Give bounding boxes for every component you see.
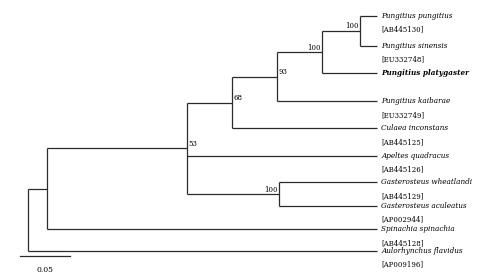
Text: Pungitius sinensis: Pungitius sinensis [381, 42, 448, 50]
Text: Spinachia spinachia: Spinachia spinachia [381, 225, 455, 233]
Text: 100: 100 [308, 43, 321, 52]
Text: Culaea inconstans: Culaea inconstans [381, 124, 448, 132]
Text: 0.05: 0.05 [36, 266, 53, 274]
Text: Gasterosteus wheatlandi: Gasterosteus wheatlandi [381, 178, 472, 186]
Text: [AP002944]: [AP002944] [381, 216, 424, 224]
Text: 93: 93 [279, 68, 288, 76]
Text: Pungitius kaibarae: Pungitius kaibarae [381, 97, 450, 105]
Text: [AB445129]: [AB445129] [381, 192, 424, 200]
Text: [AB445130]: [AB445130] [381, 25, 424, 34]
Text: [AB445128]: [AB445128] [381, 239, 424, 247]
Text: Gasterosteus aculeatus: Gasterosteus aculeatus [381, 202, 467, 210]
Text: [EU332749]: [EU332749] [381, 111, 424, 119]
Text: Pungitius pungitius: Pungitius pungitius [381, 12, 452, 20]
Text: Apeltes quadracus: Apeltes quadracus [381, 152, 450, 160]
Text: 53: 53 [188, 140, 197, 148]
Text: [EU332748]: [EU332748] [381, 55, 424, 63]
Text: Pungitius platygaster: Pungitius platygaster [381, 69, 469, 77]
Text: 68: 68 [233, 94, 242, 102]
Text: [AP009196]: [AP009196] [381, 261, 424, 269]
Text: [AB445125]: [AB445125] [381, 138, 424, 146]
Text: [AB445126]: [AB445126] [381, 166, 424, 174]
Text: Aulorhynchus flavidus: Aulorhynchus flavidus [381, 247, 463, 255]
Text: 100: 100 [344, 22, 358, 30]
Text: 100: 100 [264, 186, 278, 194]
